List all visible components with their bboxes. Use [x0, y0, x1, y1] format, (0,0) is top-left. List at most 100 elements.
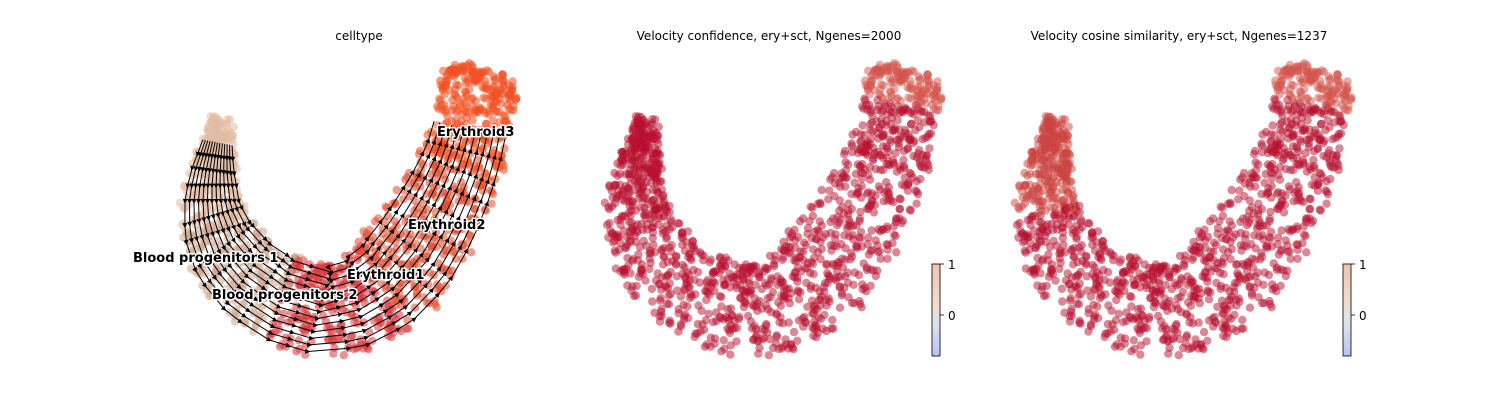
- cell-point: [1069, 252, 1078, 261]
- cell-point: [651, 205, 660, 214]
- svg-text:Blood progenitors 2: Blood progenitors 2: [212, 288, 357, 303]
- cell-point: [646, 248, 655, 257]
- cell-point: [1061, 167, 1070, 176]
- cell-point: [468, 101, 477, 111]
- cell-point: [785, 299, 794, 308]
- cell-point: [784, 318, 793, 327]
- cell-point: [1304, 71, 1313, 80]
- cell-point: [460, 73, 470, 83]
- cell-point: [511, 95, 521, 104]
- cell-point: [878, 132, 888, 141]
- panel-3-title: Velocity cosine similarity, ery+sct, Nge…: [1031, 29, 1328, 43]
- cell-point: [1075, 279, 1084, 288]
- cell-point: [422, 189, 431, 199]
- cell-point: [882, 153, 892, 163]
- svg-text:Blood progenitors 1: Blood progenitors 1: [133, 251, 278, 266]
- cell-point: [1050, 203, 1059, 212]
- cell-point: [662, 299, 672, 308]
- cell-point: [1035, 227, 1045, 237]
- cell-point: [1219, 253, 1229, 262]
- cell-point: [1020, 180, 1030, 190]
- cell-point: [1247, 291, 1257, 300]
- cell-point: [835, 303, 845, 312]
- cell-point: [1122, 308, 1131, 317]
- cell-point: [1136, 341, 1146, 350]
- cell-point: [655, 296, 665, 305]
- cell-point: [862, 189, 872, 198]
- cell-point: [632, 142, 641, 151]
- cell-point: [803, 302, 812, 311]
- cell-point: [1041, 206, 1051, 215]
- cell-point: [1015, 218, 1024, 228]
- cell-point: [1223, 199, 1233, 208]
- cell-point: [771, 251, 780, 260]
- cell-point: [793, 336, 802, 345]
- cell-point: [828, 315, 837, 325]
- cell-point: [1205, 217, 1215, 226]
- cell-point: [1226, 301, 1235, 310]
- cell-point: [501, 129, 511, 138]
- cell-point: [900, 173, 909, 182]
- cell-point: [229, 139, 238, 149]
- cell-point: [1044, 272, 1054, 281]
- cell-point: [1333, 70, 1342, 79]
- cell-point: [1340, 89, 1350, 99]
- cell-point: [657, 307, 666, 316]
- cell-point: [499, 165, 508, 175]
- cell-point: [1213, 302, 1222, 311]
- cell-point: [715, 292, 725, 301]
- cell-point: [1293, 196, 1302, 205]
- cell-point: [1064, 139, 1073, 149]
- cell-point: [795, 217, 805, 226]
- cell-point: [682, 238, 691, 247]
- cell-point: [680, 285, 689, 294]
- cell-point: [1201, 257, 1211, 266]
- cell-point: [441, 107, 450, 117]
- cell-point: [501, 117, 510, 126]
- cell-point: [1250, 146, 1260, 156]
- cell-point: [647, 284, 657, 293]
- cell-point: [1281, 236, 1290, 245]
- cell-point: [1321, 92, 1331, 102]
- cell-point: [1293, 109, 1302, 119]
- cell-point: [914, 149, 923, 158]
- cell-point: [1038, 170, 1047, 179]
- cell-point: [1026, 161, 1035, 170]
- cell-point: [1336, 129, 1346, 138]
- cell-point: [720, 280, 730, 289]
- cell-point: [691, 290, 700, 299]
- cell-point: [719, 336, 728, 345]
- cell-point: [1300, 108, 1309, 118]
- cell-point: [1203, 232, 1213, 242]
- cell-point: [809, 253, 819, 262]
- svg-text:Erythroid2: Erythroid2: [408, 218, 485, 233]
- cell-point: [826, 217, 835, 227]
- cell-point: [1106, 248, 1115, 257]
- cell-point: [458, 109, 467, 119]
- cell-point: [892, 248, 901, 257]
- cell-point: [1033, 281, 1042, 290]
- cell-point: [892, 215, 901, 224]
- cell-point: [610, 168, 619, 178]
- svg-text:Erythroid2: Erythroid2: [408, 218, 485, 233]
- cell-point: [1284, 182, 1294, 191]
- cell-point: [847, 148, 857, 157]
- cell-point: [458, 61, 467, 71]
- cell-point: [1188, 277, 1198, 286]
- cell-point: [747, 324, 757, 333]
- cell-point: [1138, 311, 1147, 321]
- cell-point: [1267, 303, 1276, 312]
- cell-point: [1171, 263, 1180, 272]
- cell-point: [925, 144, 934, 153]
- cell-point: [505, 89, 515, 99]
- cell-point: [778, 253, 788, 262]
- cell-point: [689, 265, 698, 275]
- cell-point: [1317, 66, 1327, 75]
- cell-point: [1235, 186, 1244, 195]
- cell-point: [726, 321, 735, 330]
- cell-point: [619, 266, 629, 275]
- cell-point: [1047, 219, 1056, 228]
- cell-point: [841, 173, 850, 182]
- cell-point: [888, 238, 897, 248]
- cell-point: [1243, 273, 1253, 282]
